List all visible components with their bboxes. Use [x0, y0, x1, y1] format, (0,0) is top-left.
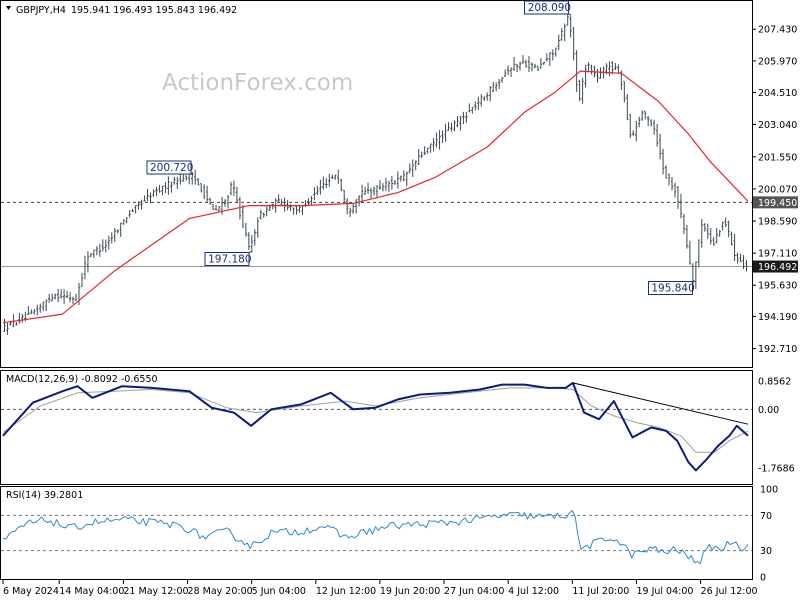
annotation-label: 197.180 [208, 254, 251, 266]
macd-panel: 0.8562 0.00 -1.7686 [1, 377, 795, 474]
macd-tick-label: -1.7686 [758, 463, 795, 474]
macd-panel-border [0, 370, 753, 485]
price-tick-label: 198.590 [758, 217, 797, 228]
watermark-text: ActionForex.com [162, 70, 353, 96]
time-tick-label: 12 Jun 12:00 [316, 586, 376, 597]
price-axis: 207.430 205.970 204.510 203.040 201.550 200.0… [752, 25, 798, 355]
annotation-box [204, 252, 250, 267]
macd-line [2, 381, 749, 472]
ema-line-path [2, 70, 749, 324]
rsi-panel: 100 70 30 0 [1, 485, 778, 584]
annotation-box [146, 160, 192, 175]
rsi-title: RSI(14) 39.2801 [6, 490, 83, 501]
price-panel-border [0, 0, 753, 368]
rsi-tick-label: 0 [760, 573, 766, 584]
ohlc-values: 195.941 196.493 195.843 196.492 [71, 5, 237, 16]
price-tick-label: 203.040 [758, 120, 797, 131]
macd-signal-line [2, 387, 749, 453]
annotation-label: 195.840 [651, 283, 694, 295]
rsi-tick-label: 30 [760, 546, 772, 557]
level-price-tag-label: 196.492 [758, 262, 797, 273]
price-tick-label: 197.110 [758, 249, 797, 260]
chart-header: GBPJPY,H4 195.941 196.493 195.843 196.49… [6, 5, 237, 16]
time-tick-label: 4 Jul 12:00 [508, 586, 559, 597]
time-tick-label: 19 Jul 04:00 [636, 586, 693, 597]
price-tick-label: 205.970 [758, 56, 797, 67]
price-annotations: 208.090 200.720 197.180 195.840 [146, 0, 695, 296]
price-tick-label: 207.430 [758, 25, 797, 36]
price-tick-label: 192.710 [758, 344, 797, 355]
price-candles [3, 13, 748, 335]
time-tick-label: 14 May 04:00 [59, 586, 124, 597]
symbol-label: GBPJPY,H4 [16, 5, 66, 16]
macd-tick-label: 0.8562 [758, 377, 791, 388]
price-tick-label: 195.630 [758, 281, 797, 292]
price-tick-label: 204.510 [758, 88, 797, 99]
macd-trendline [572, 382, 749, 425]
annotation-box [647, 281, 693, 296]
price-reference-lines [1, 201, 752, 268]
annotation-label: 208.090 [528, 2, 571, 14]
annotation-box [524, 0, 570, 15]
time-tick-label: 5 Jun 04:00 [252, 586, 306, 597]
rsi-panel-border [0, 486, 753, 580]
time-tick-label: 11 Jul 20:00 [572, 586, 629, 597]
time-tick-label: 26 Jul 12:00 [701, 586, 758, 597]
time-tick-label: 28 May 20:00 [188, 586, 253, 597]
level-price-tag-label: 199.450 [758, 198, 797, 209]
rsi-tick-label: 70 [760, 511, 772, 522]
macd-title: MACD(12,26,9) -0.8092 -0.6550 [6, 374, 158, 385]
level-price-tag [753, 260, 798, 273]
time-tick-label: 27 Jun 04:00 [444, 586, 504, 597]
time-tick-label: 21 May 12:00 [123, 586, 188, 597]
chevron-down-icon[interactable] [6, 6, 11, 10]
rsi-tick-label: 100 [760, 485, 778, 496]
price-tick-label: 201.550 [758, 152, 797, 163]
price-tick-label: 194.190 [758, 312, 797, 323]
level-price-tag [753, 196, 798, 209]
time-tick-label: 6 May 2024 [3, 586, 59, 597]
price-tick-label: 200.070 [758, 184, 797, 195]
rsi-line [2, 510, 749, 565]
time-tick-label: 19 Jun 20:00 [380, 586, 440, 597]
annotation-label: 200.720 [150, 162, 193, 174]
macd-tick-label: 0.00 [758, 405, 779, 416]
ema-line [2, 70, 749, 324]
